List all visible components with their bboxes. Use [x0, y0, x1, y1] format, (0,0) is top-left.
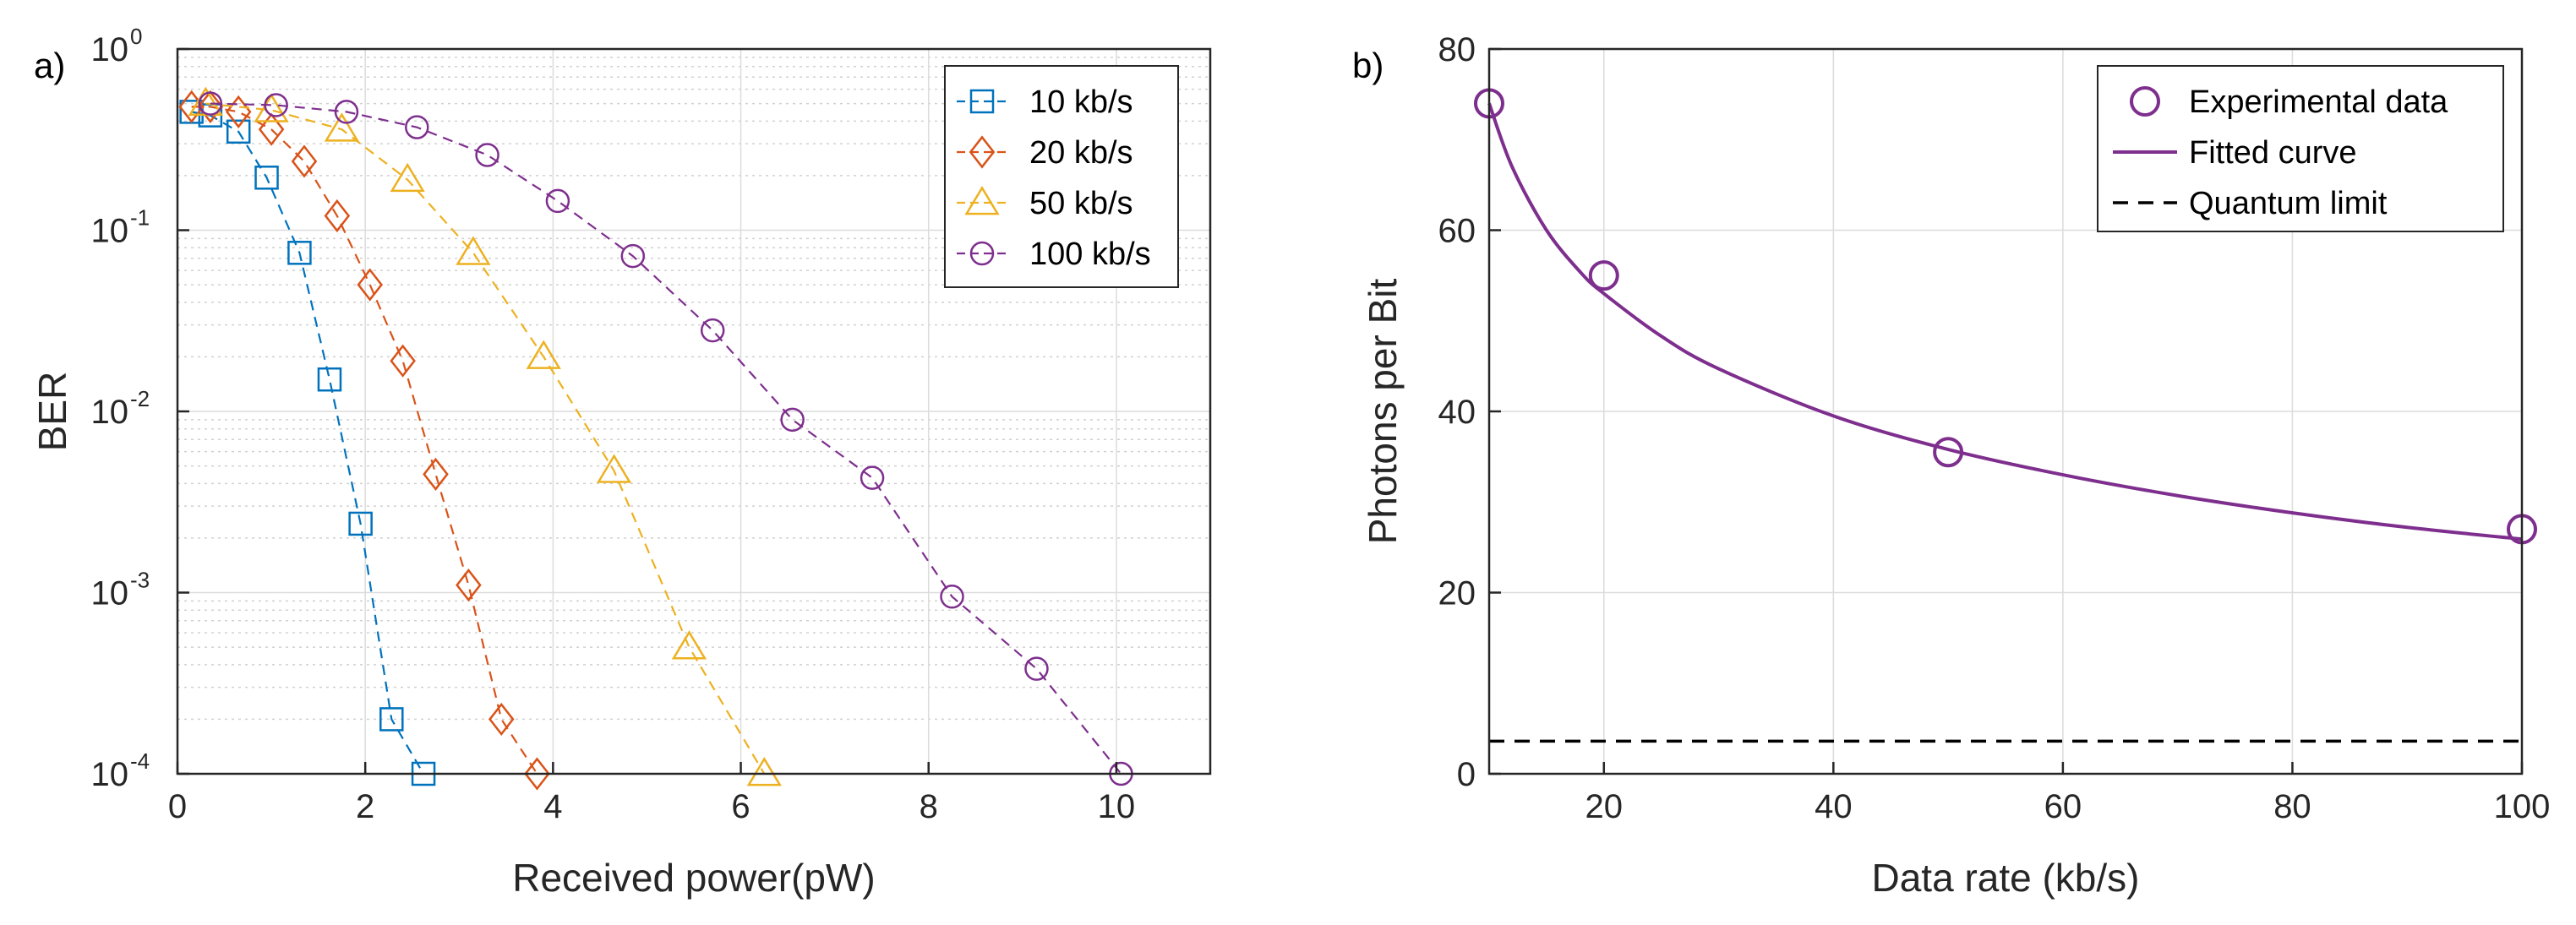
ber-point-20-kb-s: [390, 344, 416, 378]
ber-point-10-kb-s: [287, 241, 312, 265]
ber-y-tick-label: 10: [91, 31, 129, 68]
ber-x-tick-label: 6: [731, 788, 750, 825]
ber-point-20-kb-s: [488, 702, 515, 737]
ber-legend-marker: [969, 241, 995, 266]
ber-x-axis-label: Received power(pW): [512, 856, 875, 900]
fitted-curve-line: [1487, 102, 2523, 541]
ber-y-tick-label: 10: [91, 575, 129, 612]
ber-point-10-kb-s: [379, 707, 404, 732]
ber-point-100-kb-s: [264, 93, 288, 117]
panel-label-a: a): [34, 46, 65, 85]
ber-point-100-kb-s: [545, 188, 570, 214]
panel-label-b: b): [1352, 46, 1384, 85]
ber-y-axis-label: BER: [30, 372, 74, 452]
ber-point-50-kb-s: [671, 630, 707, 660]
ber-point-20-kb-s: [197, 90, 224, 123]
experimental-data-point: [1933, 437, 1964, 468]
ber-point-20-kb-s: [524, 757, 550, 791]
ber-legend-box: [944, 65, 1179, 288]
photons-ticks: 0 20 40 60 80 20 40 60 80 100: [1438, 31, 2551, 825]
ber-y-tick-exponent: -4: [130, 748, 150, 774]
ber-y-tick-exponent: -3: [130, 568, 150, 593]
ber-legend-marker: [969, 135, 996, 169]
photons-legend-label: Fitted curve: [2189, 135, 2357, 171]
ber-point-100-kb-s: [620, 243, 646, 269]
ber-point-100-kb-s: [1024, 656, 1049, 681]
ber-point-100-kb-s: [405, 115, 429, 139]
ber-x-tick-label: 2: [356, 788, 374, 825]
ber-x-tick-label: 8: [920, 788, 938, 825]
ber-point-100-kb-s: [780, 407, 805, 433]
photons-x-tick-label: 20: [1585, 788, 1624, 825]
ber-y-tick-exponent: -2: [130, 386, 150, 411]
photons-x-tick-label: 60: [2044, 788, 2082, 825]
ber-y-tick-exponent: -1: [130, 205, 150, 231]
ber-x-tick-label: 0: [168, 788, 187, 825]
ber-point-50-kb-s: [456, 236, 491, 265]
ber-series-group: [178, 86, 1133, 791]
photons-y-axis-label: Photons per Bit: [1361, 279, 1405, 545]
ber-point-20-kb-s: [456, 569, 482, 602]
ber-legend-label: 10 kb/s: [1029, 84, 1133, 120]
ber-x-tick-label: 10: [1098, 788, 1136, 825]
ber-legend-marker: [964, 186, 1000, 215]
ber-point-100-kb-s: [334, 100, 359, 124]
ber-y-tick-label: 10: [91, 394, 129, 431]
ber-point-100-kb-s: [475, 143, 499, 167]
ber-legend-marker: [969, 89, 995, 114]
ber-y-tick-label: 10: [91, 213, 129, 250]
ber-y-tick-exponent: 0: [130, 24, 142, 49]
ber-point-20-kb-s: [423, 457, 449, 491]
photons-series-group: [1474, 88, 2537, 743]
photons-legend-label: Experimental data: [2189, 84, 2448, 120]
ber-point-100-kb-s: [700, 318, 725, 343]
photons-y-tick-label: 40: [1438, 394, 1476, 431]
ber-series-line-10-kb-s: [191, 111, 425, 775]
ber-point-20-kb-s: [357, 268, 384, 302]
ber-point-10-kb-s: [348, 511, 373, 536]
ber-point-100-kb-s: [940, 585, 964, 609]
photons-y-tick-label: 60: [1438, 213, 1476, 250]
ber-point-50-kb-s: [188, 86, 223, 116]
photons-y-tick-label: 0: [1457, 756, 1476, 793]
ber-legend: 10 kb/s 20 kb/s 50 kb/s 100 kb/s: [944, 65, 1179, 288]
ber-legend-label: 20 kb/s: [1029, 135, 1133, 171]
ber-ticks: 10 010 -110 -210 -310 -40 2 4 6 8 10: [91, 24, 1136, 825]
ber-point-20-kb-s: [258, 112, 285, 146]
ber-point-50-kb-s: [746, 757, 782, 786]
ber-point-20-kb-s: [324, 199, 351, 233]
photons-chart: b) 0 20 40 60 80 20 40 60 80 100 Data rate (kb/s)…: [1352, 31, 2550, 900]
ber-point-50-kb-s: [324, 112, 360, 142]
photons-x-tick-label: 40: [1815, 788, 1853, 825]
photons-y-tick-label: 20: [1438, 575, 1476, 612]
ber-point-50-kb-s: [596, 454, 632, 483]
ber-legend-label: 100 kb/s: [1029, 237, 1151, 272]
ber-chart: a) 10 010 -110 -210 -310 -40 2 4 6 8 10 Received p…: [30, 24, 1212, 900]
ber-series-line-20-kb-s: [191, 106, 538, 775]
ber-series-line-50-kb-s: [205, 102, 766, 775]
ber-point-10-kb-s: [317, 367, 342, 392]
photons-x-axis-label: Data rate (kb/s): [1872, 856, 2140, 900]
ber-point-20-kb-s: [291, 144, 318, 178]
ber-point-50-kb-s: [390, 162, 425, 193]
photons-legend-marker: [2130, 86, 2160, 117]
ber-point-100-kb-s: [860, 465, 885, 490]
photons-legend: Experimental data Fitted curve Quantum lim…: [2097, 65, 2504, 232]
photons-legend-label: Quantum limit: [2189, 186, 2388, 221]
experimental-data-point: [1588, 260, 1619, 291]
ber-point-10-kb-s: [226, 119, 251, 144]
ber-x-tick-label: 4: [543, 788, 562, 825]
ber-legend-label: 50 kb/s: [1029, 186, 1133, 221]
ber-series-line-100-kb-s: [210, 102, 1122, 775]
photons-x-tick-label: 80: [2273, 788, 2311, 825]
ber-point-10-kb-s: [254, 166, 279, 190]
ber-point-50-kb-s: [254, 93, 289, 122]
ber-point-50-kb-s: [526, 340, 561, 369]
ber-y-tick-label: 10: [91, 756, 129, 793]
photons-y-tick-label: 80: [1438, 31, 1476, 68]
ber-point-100-kb-s: [198, 91, 223, 116]
photons-x-tick-label: 100: [2494, 788, 2551, 825]
